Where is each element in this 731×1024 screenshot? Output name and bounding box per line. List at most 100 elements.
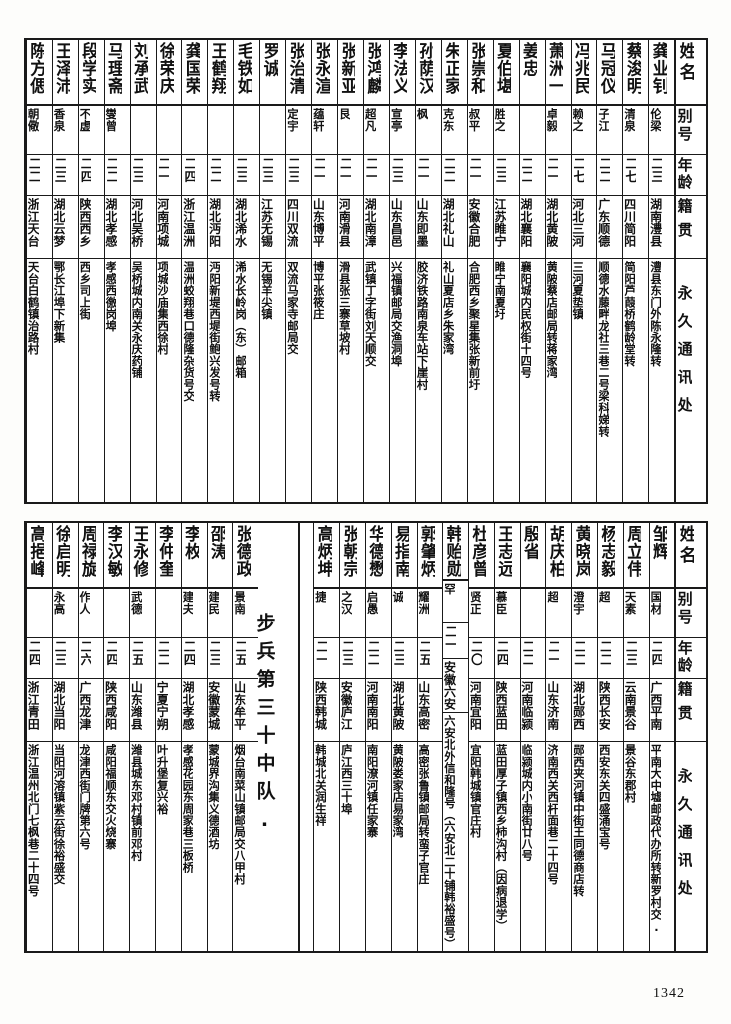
entry-origin-text: 湖北孝感 xyxy=(181,681,194,730)
entry-address-cell: 吴桥城内南关永庆药铺 xyxy=(131,259,156,502)
entry-name-cell: 韩贻勋 xyxy=(443,523,469,581)
entry-age-text: 二二 xyxy=(598,640,611,666)
entry-address-text: 六安北外信和隆号（六安北二十铺韩裕盛号） xyxy=(443,715,456,950)
entry-name-cell: 王泽沛 xyxy=(52,40,78,106)
roster-entry-column: 黄晓岚 澄宇 二二 湖北郧西 郧西夹河镇中街王同德商店转 xyxy=(571,523,598,951)
entry-origin-cell: 湖北孝感 xyxy=(104,196,130,259)
entry-origin-cell: 山东博平 xyxy=(312,196,338,259)
entry-origin-cell: 山东济南 xyxy=(546,679,572,742)
roster-entry-column: 胡庆柏超二一 山东济南 济南西关西杆面巷二十四号 xyxy=(545,523,572,951)
entry-address-text: 合肥西乡聚星集张新前圩 xyxy=(467,261,480,391)
entry-name-text: 毛铁如 xyxy=(234,42,252,95)
roster-entry-column: 陈方偲 朝儆 二二 浙江天台 天台白鹤镇治路村 xyxy=(25,40,52,502)
entry-address-text: 孝感花园东周家巷三板桥 xyxy=(181,744,194,874)
entry-address-cell: 蒙城界沟集义德酒坊 xyxy=(208,742,233,951)
entry-address-cell: 龙津西街门牌第六号 xyxy=(79,742,104,951)
entry-origin-text: 陕西蓝田 xyxy=(494,681,508,730)
entry-alias-cell xyxy=(234,106,260,155)
entry-address-text: 兴福镇邮局交渔洞埠 xyxy=(389,261,402,367)
entry-age-cell: 二三 xyxy=(234,155,260,196)
entry-address-cell: 南阳潦河镇任家寨 xyxy=(366,742,391,951)
entry-alias-cell: 捷 xyxy=(314,589,340,638)
entry-name-text: 张治清 xyxy=(286,42,304,95)
roster-entry-column: 高炳坤捷二一 陕西韩城 韩城北关润生祥 xyxy=(313,523,340,951)
entry-name-text: 刘承武 xyxy=(130,42,148,95)
entry-address-text: 礼山夏店乡朱家湾 xyxy=(441,261,454,355)
entry-origin-text: 湖北郧西 xyxy=(572,681,585,730)
entry-origin-text: 陕西咸阳 xyxy=(104,681,117,730)
entry-name-cell: 马理斋 xyxy=(104,40,130,106)
entry-alias-text: 景南 xyxy=(233,591,246,615)
entry-origin-text: 广西龙津 xyxy=(78,681,91,730)
entry-origin-cell: 安徽庐江 xyxy=(340,679,365,742)
entry-alias-cell: 超 xyxy=(598,589,623,638)
entry-origin-cell: 广东顺德 xyxy=(597,196,623,259)
entry-alias-text: 香泉 xyxy=(52,108,65,132)
entry-age-text: 二二 xyxy=(597,157,611,183)
entry-alias-cell: 超 xyxy=(546,589,572,638)
entry-alias-text: 伦梁 xyxy=(649,108,662,132)
entry-address-text: 滑县张三寨草坡村 xyxy=(338,261,350,355)
entry-age-text: 二四 xyxy=(494,640,508,666)
roster-entry-column: 韩贻勋罕二一 安徽六安 六安北外信和隆号（六安北二十铺韩裕盛号） xyxy=(442,523,469,951)
entry-address-cell: 天台白鹤镇治路村 xyxy=(27,259,52,502)
entry-name-text: 龚国荣 xyxy=(182,42,200,95)
entry-alias-cell xyxy=(208,106,234,155)
entry-age-cell: 二二 xyxy=(208,155,234,196)
roster-entry-column: 姜忠 二二 湖北襄阳 襄阳城内民权街十四号 xyxy=(518,40,545,502)
entry-address-cell: 潍县城东邓村镇前邓村 xyxy=(130,742,155,951)
entry-age-text: 二三 xyxy=(52,157,66,183)
roster-table-top: 姓名 别号 年龄 籍贯 永久通讯处 龚业钊 伦梁 二三 湖南澧县 澧县东门外陈永隆转 蔡浚明 清泉 二七… xyxy=(24,38,708,504)
entry-address-cell: 沔阳新堤西堤街鲍兴发号转 xyxy=(208,259,233,502)
entry-address-cell: 叶升堡复兴裕 xyxy=(156,742,181,951)
roster-entry-column: 张治清 定宇 二三 四川双流 双流马家寺邮局交 xyxy=(285,40,312,502)
entry-alias-cell: 景南 xyxy=(233,589,259,638)
roster-table-bottom: 姓名 别号 年龄 籍贯 永久通讯处 邹辉 国材 二四 广西平南 平南大中墟邮政代办所转新罗村交. 周… xyxy=(24,521,708,953)
header-address-text: 永久通讯处 xyxy=(676,768,692,908)
entry-origin-cell: 陕西长安 xyxy=(598,679,623,742)
entry-alias-text: 贤正 xyxy=(469,591,481,615)
entry-name-cell: 胡庆柏 xyxy=(546,523,572,589)
entry-age-text: 二三 xyxy=(130,157,144,183)
entry-address-cell: 宜阳韩城镇官庄村 xyxy=(469,742,494,951)
entry-age-cell: 二三 xyxy=(493,155,519,196)
entry-address-cell: 合肥西乡聚星集张新前圩 xyxy=(468,259,493,502)
entry-age-text: 二三 xyxy=(389,157,403,183)
entry-address-cell: 简阳芦葭桥鹤龄堂转 xyxy=(623,259,648,502)
entry-age-text: 二一 xyxy=(338,157,351,183)
roster-entry-column: 夏伯堪 胜之 二三 江苏睢宁 睢宁南夏圩 xyxy=(492,40,519,502)
entry-alias-text: 叔平 xyxy=(467,108,480,132)
entry-origin-cell: 河北三河 xyxy=(571,196,597,259)
entry-origin-cell: 安徽六安 xyxy=(443,659,469,714)
entry-alias-text: 定宇 xyxy=(286,108,298,132)
entry-age-text: 二二 xyxy=(155,640,169,666)
entry-origin-cell: 四川双流 xyxy=(286,196,312,259)
entry-age-cell: 二一 xyxy=(545,155,571,196)
entry-alias-cell: 建民 xyxy=(207,589,233,638)
entry-alias-text: 建夫 xyxy=(181,591,194,615)
roster-entry-column: 王志远 慕臣 二四 陕西蓝田 蓝田厚子镇西乡柿沟村（因病退学） xyxy=(493,523,520,951)
entry-alias-cell: 国材 xyxy=(649,589,675,638)
header-name-cell: 姓名 xyxy=(676,523,706,589)
entry-name-text: 张鸿麟 xyxy=(364,42,382,95)
entry-origin-text: 江苏无锡 xyxy=(260,198,273,247)
entry-origin-cell: 山东高密 xyxy=(417,679,443,742)
entry-name-cell: 王鹤翔 xyxy=(208,40,234,106)
entry-origin-text: 宁夏宁朔 xyxy=(155,681,169,730)
entry-name-cell: 张永渲 xyxy=(312,40,338,106)
header-name-cell: 姓名 xyxy=(676,40,706,106)
entry-alias-text: 克东 xyxy=(441,108,454,132)
entry-origin-text: 山东高密 xyxy=(417,681,430,730)
entry-address-cell: 西安东关四盛涌宝号 xyxy=(598,742,623,951)
entry-age-cell: 二四 xyxy=(78,155,104,196)
entry-address-cell: 孝感西徼岗埠 xyxy=(105,259,130,502)
entry-name-text: 张新亚 xyxy=(338,42,356,95)
entry-name-text: 段学实 xyxy=(78,42,97,95)
entry-origin-cell: 湖北礼山 xyxy=(441,196,467,259)
entry-name-cell: 徐启明 xyxy=(52,523,78,589)
entry-age-text: 二四 xyxy=(26,640,40,666)
entry-name-cell: 姜忠 xyxy=(519,40,545,106)
entry-alias-text: 捷 xyxy=(314,591,327,603)
entry-alias-cell: 罕 xyxy=(443,581,469,624)
roster-entry-column: 王永修 武德 二五 山东潍县 潍县城东邓村镇前邓村 xyxy=(129,523,155,951)
